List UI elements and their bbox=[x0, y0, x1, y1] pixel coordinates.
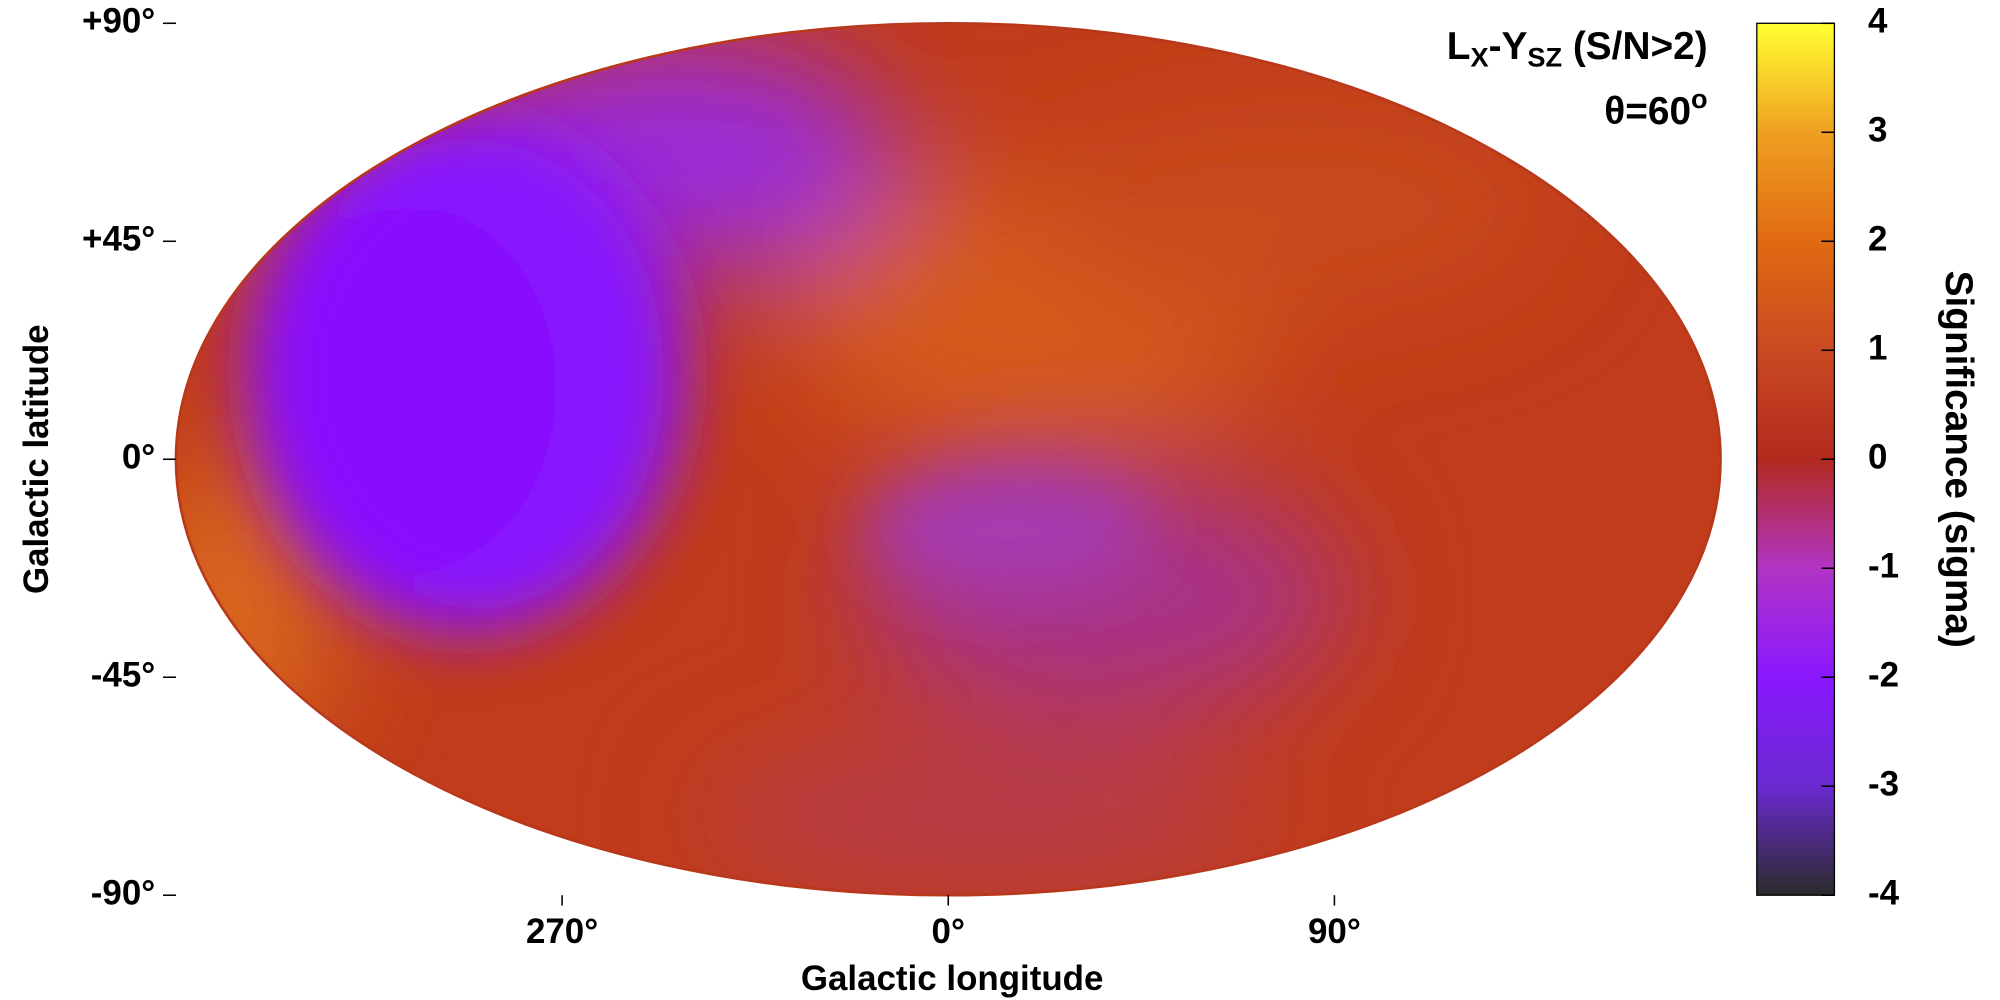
colorbar-tick-label: 4 bbox=[1868, 2, 1888, 41]
y-tick-label: -90° bbox=[91, 873, 155, 912]
colorbar-tick-label: -2 bbox=[1868, 655, 1899, 694]
colorbar-tick-label: 1 bbox=[1868, 328, 1887, 367]
chart-title: LX-YSZ (S/N>2) bbox=[1447, 25, 1708, 72]
y-axis-label: Galactic latitude bbox=[17, 324, 56, 594]
colorbar-tick-label: 3 bbox=[1868, 110, 1887, 149]
sky-map bbox=[175, 23, 1721, 896]
x-tick-label: 90° bbox=[1308, 912, 1361, 951]
subtitle-part: θ=60 bbox=[1604, 90, 1691, 133]
x-tick-label: 0° bbox=[932, 912, 965, 951]
title-part: -Y bbox=[1489, 25, 1528, 68]
x-axis-label: Galactic longitude bbox=[801, 959, 1104, 998]
subtitle-part: o bbox=[1691, 83, 1708, 114]
y-tick-label: 0° bbox=[122, 437, 155, 476]
title-part: X bbox=[1470, 42, 1488, 73]
title-part: SZ bbox=[1527, 42, 1562, 73]
y-tick-label: +45° bbox=[82, 219, 155, 258]
y-tick-label: +90° bbox=[82, 2, 155, 41]
chart-subtitle: θ=60o bbox=[1604, 83, 1707, 133]
colorbar-tick-label: 0 bbox=[1868, 437, 1887, 476]
y-tick-label: -45° bbox=[91, 655, 155, 694]
title-part: L bbox=[1447, 25, 1471, 68]
colorbar-label: Significance (sigma) bbox=[1937, 271, 1980, 648]
colorbar-tick-label: -1 bbox=[1868, 546, 1899, 585]
x-tick-label: 270° bbox=[526, 912, 598, 951]
colorbar-tick-label: -3 bbox=[1868, 764, 1899, 803]
colorbar-tick-label: -4 bbox=[1868, 873, 1900, 912]
title-part: (S/N>2) bbox=[1562, 25, 1708, 68]
colorbar-tick-label: 2 bbox=[1868, 219, 1887, 258]
